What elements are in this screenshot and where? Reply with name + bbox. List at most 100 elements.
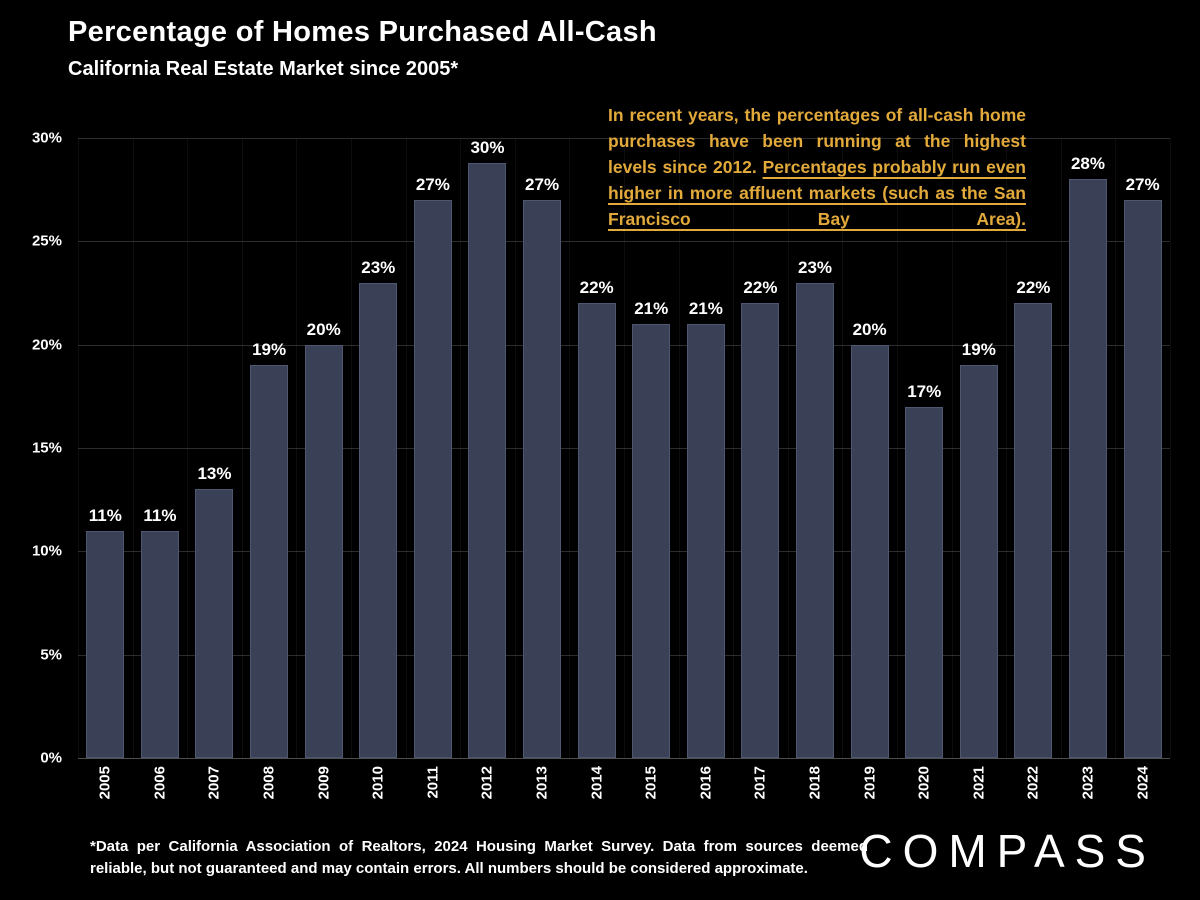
- vertical-gridline: [78, 138, 79, 758]
- bar: [86, 530, 125, 758]
- vertical-gridline: [460, 138, 462, 758]
- bar-column: 28% 2023: [1061, 138, 1116, 799]
- vertical-gridline: [624, 138, 625, 758]
- annotation-plain: In recent years, the percentages of all-…: [608, 105, 1026, 177]
- x-axis-label: 2009: [315, 766, 333, 800]
- bar-chart-bars: 11% 2005 11% 2006 13% 2007 19% 2008 20% 2009 23% 20…: [78, 138, 1170, 799]
- y-tick-label: 20%: [31, 336, 62, 354]
- bar: [468, 163, 507, 758]
- x-axis-label: 2006: [151, 766, 169, 800]
- bar-column: 20% 2009: [296, 138, 351, 799]
- gridline: [78, 344, 1170, 346]
- bar-column: 27% 2013: [515, 138, 570, 799]
- x-axis-label: 2019: [861, 766, 879, 800]
- compass-logo: COMPASS: [859, 825, 1156, 877]
- bar-value-label: 27%: [415, 175, 450, 194]
- bar: [1014, 303, 1053, 758]
- x-axis-label: 2005: [96, 766, 114, 800]
- bar-column: 23% 2018: [788, 138, 843, 799]
- bar: [1123, 200, 1162, 758]
- bar-column: 13% 2007: [187, 138, 242, 799]
- vertical-gridline: [842, 138, 844, 758]
- bar: [577, 303, 616, 758]
- y-tick-label: 25%: [31, 232, 62, 250]
- bar-column: 27% 2011: [406, 138, 461, 799]
- vertical-gridline: [733, 138, 735, 758]
- bar-value-label: 17%: [907, 381, 942, 401]
- bar-column: 23% 2010: [351, 138, 406, 799]
- gridline: [78, 138, 1170, 139]
- x-axis-label: 2022: [1024, 766, 1042, 800]
- bar: [741, 303, 780, 758]
- vertical-gridline: [405, 138, 407, 758]
- gridline: [78, 241, 1170, 243]
- bar: [905, 406, 944, 758]
- bar-column: 21% 2015: [624, 138, 679, 799]
- gridline: [78, 654, 1170, 656]
- bar-column: 22% 2017: [733, 138, 788, 799]
- bar: [413, 200, 452, 758]
- bar-chart: 11% 2005 11% 2006 13% 2007 19% 2008 20% 2009 23% 20…: [78, 138, 1171, 799]
- x-axis-label: 2014: [588, 766, 606, 800]
- x-axis-label: 2007: [205, 766, 223, 800]
- vertical-gridline: [1170, 138, 1171, 758]
- bar-column: 27% 2024: [1115, 138, 1170, 799]
- bar-value-label: 22%: [1016, 278, 1051, 298]
- x-axis-label: 2023: [1079, 766, 1097, 800]
- x-axis-label: 2012: [478, 766, 496, 800]
- bar: [304, 344, 343, 758]
- bar: [140, 530, 179, 758]
- bar-value-label: 13%: [197, 464, 232, 484]
- vertical-gridline: [678, 138, 680, 758]
- x-axis-label: 2013: [533, 766, 551, 800]
- x-axis-label: 2016: [697, 766, 715, 800]
- bar-column: 22% 2022: [1006, 138, 1061, 799]
- y-tick-label: 30%: [31, 129, 62, 147]
- vertical-gridline: [787, 138, 789, 758]
- footnote: *Data per California Association of Real…: [90, 838, 868, 877]
- bar: [850, 344, 889, 758]
- bar-column: 20% 2019: [842, 138, 897, 799]
- x-axis-label: 2008: [260, 766, 278, 800]
- bar-value-label: 20%: [852, 319, 887, 339]
- y-tick-label: 10%: [31, 542, 62, 560]
- bar-value-label: 28%: [1070, 154, 1105, 174]
- bar-column: 30% 2012: [460, 138, 515, 799]
- vertical-gridline: [1006, 138, 1008, 758]
- bar-column: 19% 2021: [952, 138, 1007, 799]
- x-axis-label: 2017: [751, 766, 769, 800]
- bar-value-label: 20%: [306, 319, 341, 339]
- x-axis-label: 2010: [369, 766, 387, 800]
- bar-column: 11% 2005: [78, 138, 133, 799]
- bar-value-label: 27%: [1125, 175, 1160, 194]
- x-axis-label: 2015: [642, 766, 660, 800]
- x-axis-label: 2020: [915, 766, 933, 800]
- vertical-gridline: [951, 138, 953, 758]
- y-tick-label: 0%: [40, 749, 62, 767]
- bar: [523, 200, 562, 758]
- vertical-gridline: [897, 138, 898, 758]
- gridline: [78, 758, 1170, 759]
- bar-column: 11% 2006: [133, 138, 188, 799]
- x-axis-label: 2024: [1134, 766, 1152, 800]
- chart-subtitle: California Real Estate Market since 2005…: [68, 58, 459, 80]
- vertical-gridline: [1115, 138, 1117, 758]
- vertical-gridline: [569, 138, 571, 758]
- x-axis-label: 2011: [424, 766, 442, 799]
- vertical-gridline: [1060, 138, 1062, 758]
- y-tick-label: 5%: [40, 646, 62, 664]
- vertical-gridline: [187, 138, 189, 758]
- bar-column: 22% 2014: [569, 138, 624, 799]
- chart-title: Percentage of Homes Purchased All-Cash: [68, 16, 657, 48]
- x-axis-label: 2018: [806, 766, 824, 800]
- bar-value-label: 27%: [525, 175, 560, 194]
- bar: [195, 489, 234, 758]
- vertical-gridline: [351, 138, 352, 758]
- bar-value-label: 22%: [579, 278, 614, 298]
- bar: [959, 365, 998, 758]
- vertical-gridline: [514, 138, 516, 758]
- bar: [796, 282, 835, 758]
- annotation-text: In recent years, the percentages of all-…: [608, 102, 1026, 232]
- y-axis-labels: 0% 5% 10% 15% 20% 25% 30%: [14, 130, 68, 767]
